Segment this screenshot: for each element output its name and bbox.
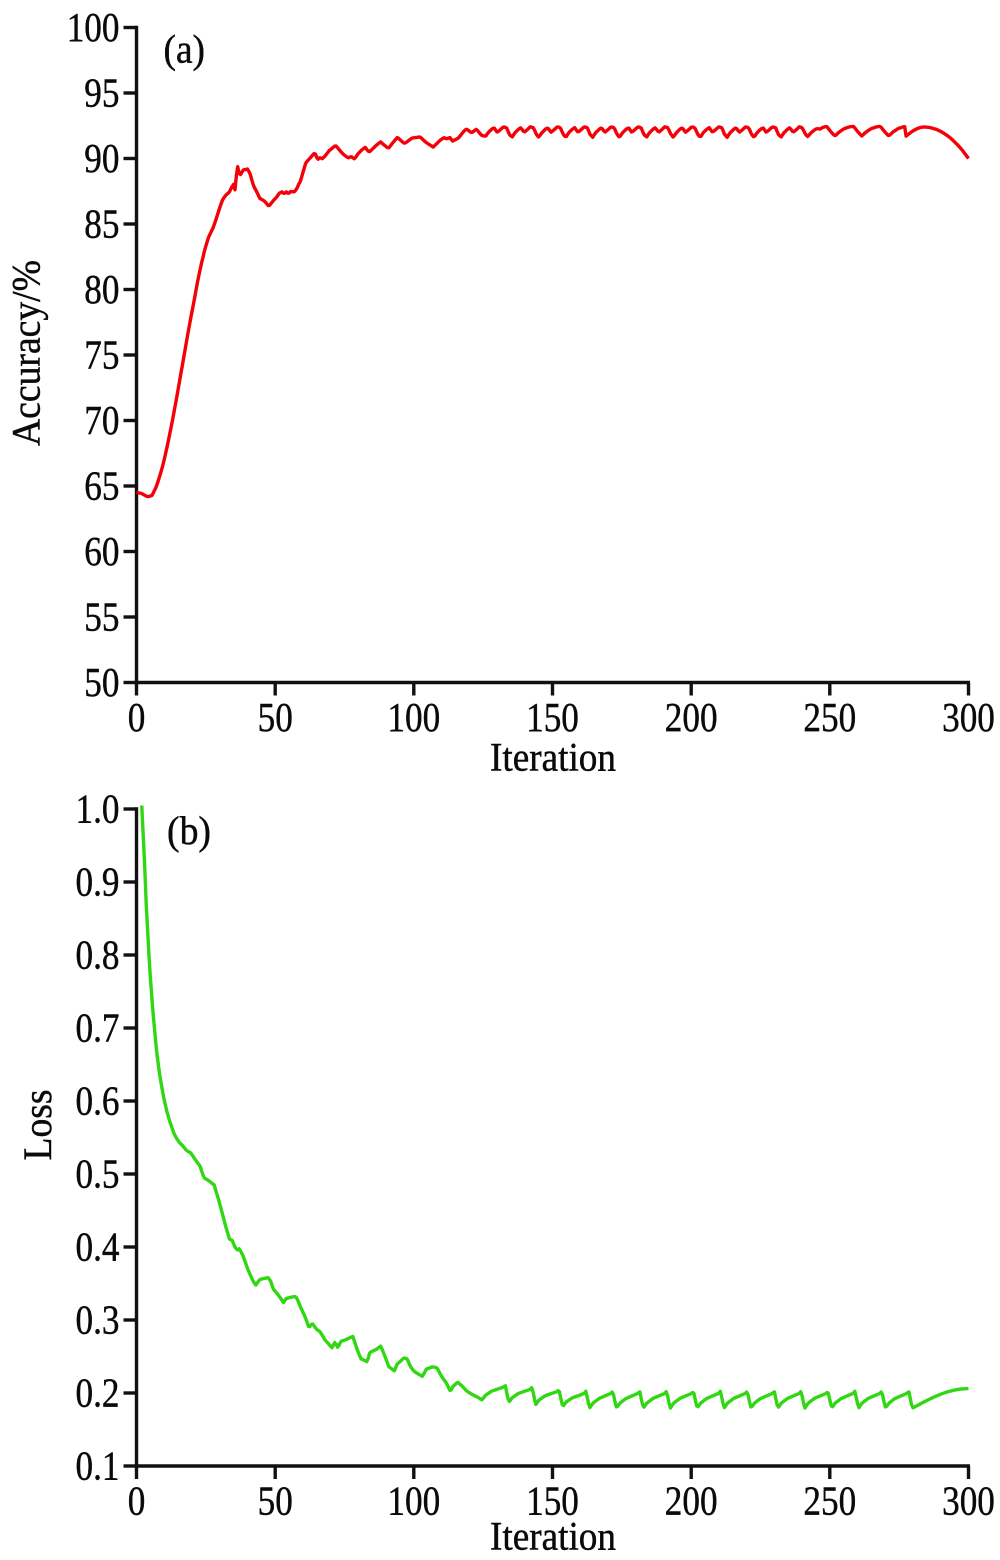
svg-text:0: 0 [128,1477,146,1523]
svg-text:80: 80 [84,266,119,312]
svg-text:0.7: 0.7 [76,1005,120,1051]
svg-text:Iteration: Iteration [490,1514,616,1559]
svg-text:70: 70 [84,397,119,443]
svg-text:Loss: Loss [15,1090,60,1161]
svg-text:100: 100 [387,1477,440,1523]
svg-text:55: 55 [84,594,119,640]
svg-text:200: 200 [665,1477,718,1523]
svg-text:1.0: 1.0 [76,786,120,832]
svg-text:300: 300 [942,694,995,740]
svg-text:90: 90 [84,135,119,181]
svg-text:0.8: 0.8 [76,932,120,978]
svg-text:85: 85 [84,201,119,247]
svg-text:Accuracy/%: Accuracy/% [4,260,49,446]
svg-text:0.5: 0.5 [76,1151,120,1197]
svg-text:0.9: 0.9 [76,859,120,905]
svg-text:300: 300 [942,1477,995,1523]
svg-text:65: 65 [84,463,119,509]
svg-text:150: 150 [526,694,579,740]
svg-text:60: 60 [84,528,119,574]
svg-text:(a): (a) [164,27,206,72]
svg-text:100: 100 [387,694,440,740]
svg-text:0.1: 0.1 [76,1443,120,1489]
svg-text:50: 50 [258,1477,293,1523]
svg-text:(b): (b) [167,808,211,853]
svg-text:Iteration: Iteration [490,735,616,780]
svg-text:0: 0 [128,694,146,740]
svg-text:200: 200 [665,694,718,740]
svg-text:50: 50 [84,659,119,705]
svg-text:100: 100 [67,4,120,50]
svg-text:0.6: 0.6 [76,1078,120,1124]
svg-text:75: 75 [84,332,119,378]
svg-text:0.2: 0.2 [76,1370,120,1416]
svg-text:95: 95 [84,70,119,116]
svg-text:250: 250 [803,1477,856,1523]
svg-text:150: 150 [526,1477,579,1523]
svg-text:0.4: 0.4 [76,1224,120,1270]
svg-text:50: 50 [258,694,293,740]
svg-text:0.3: 0.3 [76,1297,120,1343]
svg-text:250: 250 [803,694,856,740]
